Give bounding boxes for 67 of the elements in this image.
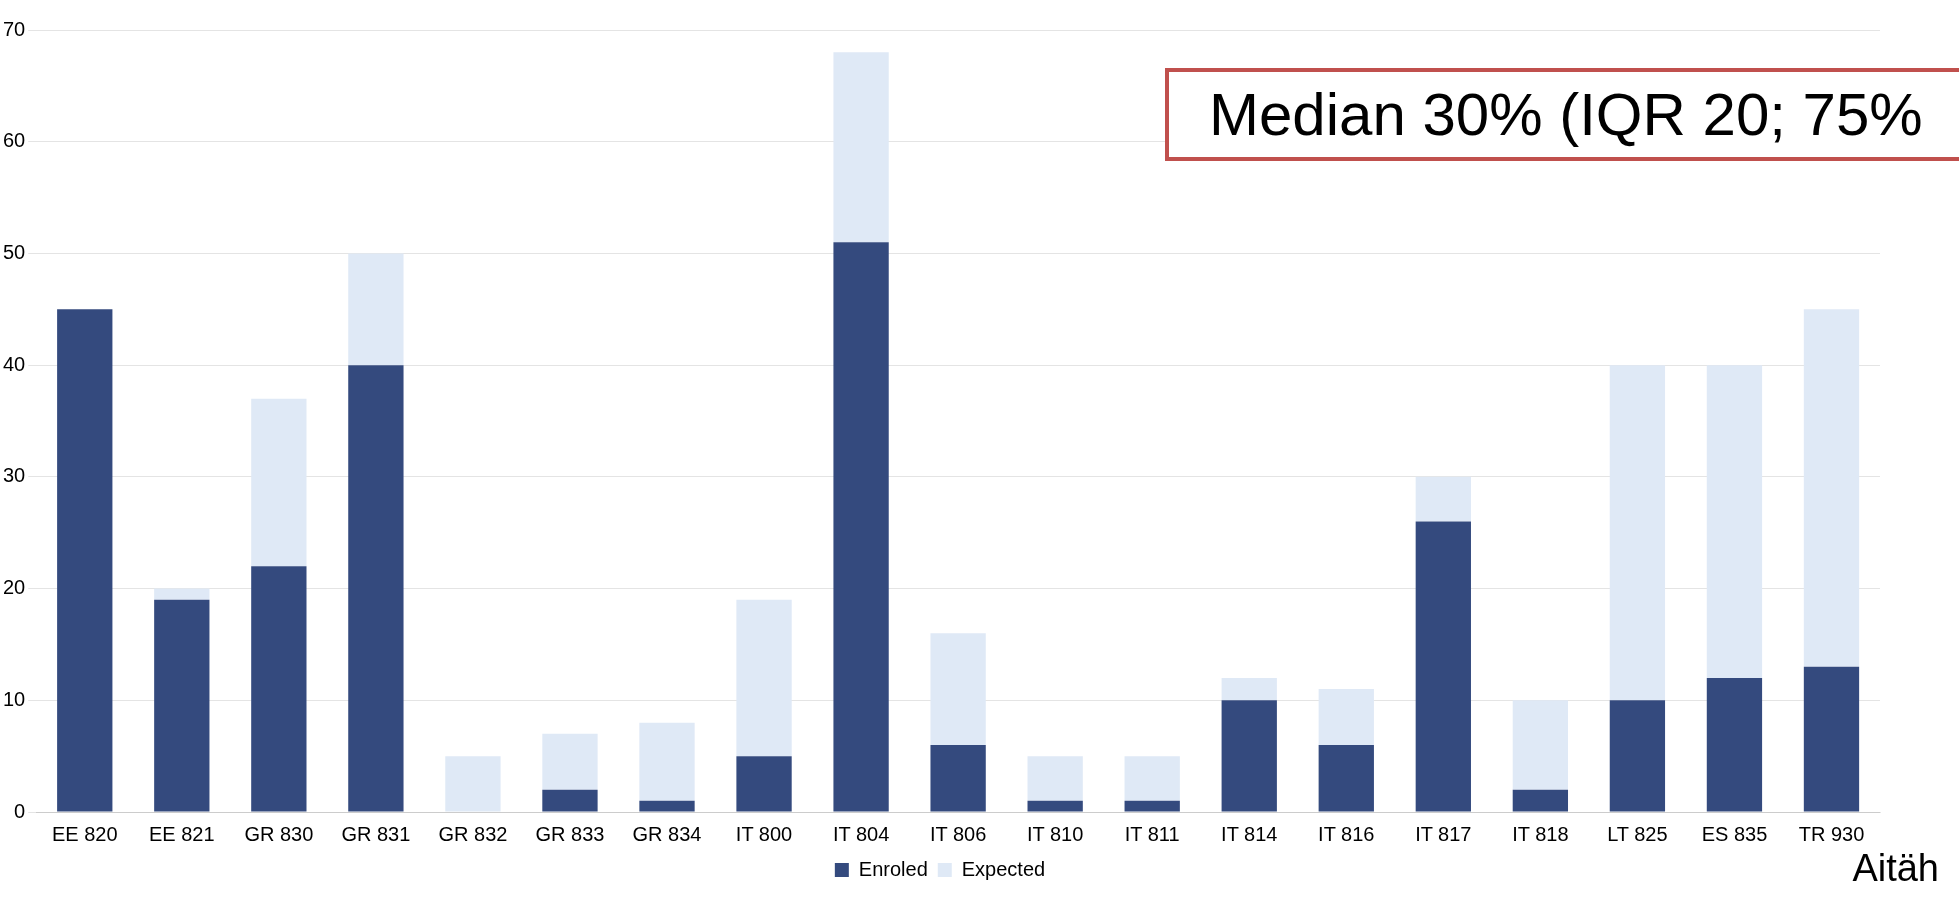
bar xyxy=(348,365,404,812)
bar xyxy=(1512,789,1569,812)
x-tick-label: IT 818 xyxy=(1512,822,1569,845)
bar xyxy=(1027,800,1083,812)
annotation: Median 30% (IQR 20; 75% xyxy=(1165,68,1959,161)
bar xyxy=(736,756,792,812)
x-tick-label: GR 832 xyxy=(438,822,508,845)
bar xyxy=(154,588,210,600)
x-tick-label: LT 825 xyxy=(1607,822,1668,845)
bar xyxy=(833,242,889,812)
bar xyxy=(1221,700,1277,812)
bar xyxy=(251,398,307,567)
x-tick-label: GR 831 xyxy=(341,822,411,845)
bar xyxy=(930,744,986,812)
x-tick-label: IT 816 xyxy=(1318,822,1375,845)
bar xyxy=(1706,365,1763,678)
x-tick-label: ES 835 xyxy=(1701,822,1768,845)
bar xyxy=(1124,800,1180,812)
bar xyxy=(1706,677,1763,812)
x-tick-label: GR 834 xyxy=(632,822,702,845)
x-tick-label: IT 814 xyxy=(1221,822,1278,845)
bar xyxy=(1512,700,1569,790)
x-tick-label: EE 820 xyxy=(51,822,118,845)
x-tick-label: EE 821 xyxy=(149,822,215,845)
bar xyxy=(930,633,986,745)
x-tick-label: IT 800 xyxy=(735,822,793,845)
x-tick-label: IT 817 xyxy=(1415,822,1472,845)
bar xyxy=(736,599,792,757)
y-tick-label: 40 xyxy=(3,352,26,375)
legend-label: Expected xyxy=(961,857,1046,880)
bar xyxy=(542,789,598,812)
bar xyxy=(251,566,307,812)
bar xyxy=(348,253,404,366)
y-tick-label: 0 xyxy=(14,799,26,822)
x-tick-label: IT 806 xyxy=(929,822,987,845)
bar xyxy=(1318,744,1374,812)
y-tick-label: 60 xyxy=(3,129,26,152)
bar xyxy=(639,722,695,801)
bar xyxy=(1803,309,1860,667)
x-tick-label: GR 833 xyxy=(535,822,605,845)
y-tick-label: 50 xyxy=(3,240,26,263)
x-tick-label: IT 811 xyxy=(1124,822,1180,845)
y-tick-label: 10 xyxy=(3,687,26,710)
x-tick-label: TR 930 xyxy=(1798,822,1865,845)
x-tick-label: GR 830 xyxy=(244,822,314,845)
bar xyxy=(1318,689,1374,745)
bar xyxy=(1415,476,1471,522)
bar xyxy=(1221,677,1277,701)
bar xyxy=(542,733,598,790)
y-tick-label: 30 xyxy=(3,464,26,487)
legend-label: Enroled xyxy=(858,857,928,880)
bar xyxy=(445,756,501,812)
bar xyxy=(639,800,695,812)
bar xyxy=(833,52,889,243)
x-tick-label: IT 804 xyxy=(832,822,890,845)
y-tick-label: 20 xyxy=(3,576,26,599)
bar xyxy=(1609,365,1666,701)
bar xyxy=(1124,756,1180,801)
bar xyxy=(1803,666,1860,812)
bar xyxy=(154,599,210,812)
bar xyxy=(1027,756,1083,801)
bar xyxy=(1609,700,1666,812)
x-tick-label: IT 810 xyxy=(1026,822,1084,845)
bar xyxy=(57,309,113,812)
y-tick-label: 70 xyxy=(3,17,26,40)
text: Aitäh xyxy=(1852,847,1939,890)
bar xyxy=(1415,521,1471,812)
